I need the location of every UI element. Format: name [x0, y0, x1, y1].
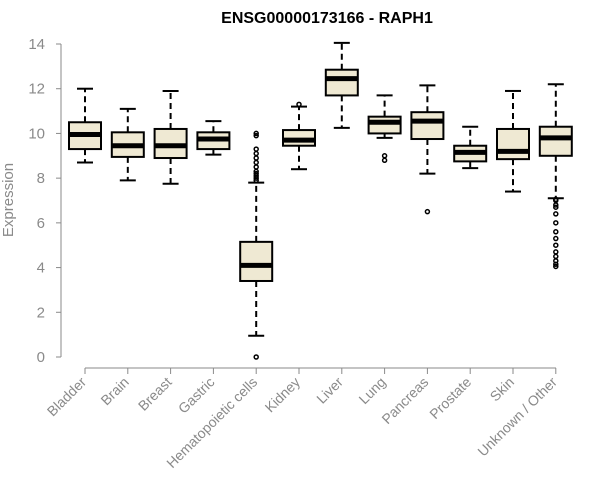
outlier-point [553, 235, 559, 242]
box-pancreas [410, 84, 445, 215]
outlier-point [553, 220, 559, 226]
y-tick-label: 2 [37, 304, 45, 321]
outlier-point [253, 132, 259, 139]
box-series [68, 41, 573, 360]
box-brain [110, 107, 145, 182]
x-tick-label: Pancreas [378, 374, 431, 427]
box-skin [496, 89, 530, 193]
outlier-point [553, 242, 559, 248]
box-kidney [282, 101, 316, 171]
x-tick-label: Skin [487, 374, 518, 405]
outlier-point [253, 159, 259, 166]
outlier-point [381, 153, 388, 159]
y-tick-label: 0 [37, 349, 45, 366]
iqr-box [496, 127, 530, 161]
iqr-box [239, 240, 274, 282]
x-tick-label: Unknown / Other [474, 374, 560, 460]
iqr-box [324, 68, 359, 97]
y-tick-label: 12 [28, 81, 45, 98]
outlier-point [553, 197, 559, 204]
outlier-point [553, 202, 559, 208]
y-tick-label: 8 [37, 170, 45, 187]
y-axis-label: Expression [0, 163, 17, 237]
x-tick-label: Kidney [262, 374, 304, 416]
box-unknown-other [538, 83, 573, 270]
iqr-box [367, 115, 402, 135]
box-prostate [453, 125, 488, 170]
x-tick-label: Liver [313, 374, 346, 407]
outlier-point [553, 261, 559, 267]
outlier-point [253, 146, 259, 152]
chart-title: ENSG00000173166 - RAPH1 [221, 10, 433, 27]
outlier-point [253, 170, 259, 177]
x-tick-label: Breast [135, 374, 175, 414]
box-lung [367, 94, 402, 164]
iqr-box [538, 125, 573, 157]
box-bladder [68, 87, 102, 164]
x-tick-label: Gastric [175, 374, 218, 417]
iqr-box [410, 111, 445, 141]
y-tick-label: 14 [28, 36, 45, 53]
x-tick-label: Brain [97, 374, 131, 408]
outlier-point [553, 204, 559, 210]
outlier-point [553, 253, 559, 260]
box-liver [324, 41, 359, 129]
outlier-point [296, 101, 302, 108]
outlier-point [253, 164, 259, 170]
y-axis-ticks: 0 2 4 6 8 10 12 14 [28, 36, 61, 366]
outlier-point [424, 208, 431, 215]
outlier-point [553, 249, 559, 255]
x-tick-label: Bladder [44, 374, 90, 420]
outlier-point [253, 354, 259, 360]
outlier-point [253, 155, 259, 161]
outlier-point [553, 229, 559, 235]
x-tick-label: Lung [355, 374, 388, 407]
outlier-point [553, 211, 559, 217]
y-tick-label: 10 [28, 125, 45, 142]
box-gastric [196, 120, 231, 156]
box-breast [153, 89, 188, 185]
y-tick-label: 6 [37, 215, 45, 232]
outlier-point [381, 157, 388, 164]
y-tick-label: 4 [37, 260, 45, 277]
box-hematopoietic-cells [239, 130, 274, 360]
x-tick-label: Prostate [426, 374, 474, 422]
outlier-point [253, 150, 259, 157]
outlier-point [253, 130, 259, 137]
outlier-point [553, 263, 559, 270]
